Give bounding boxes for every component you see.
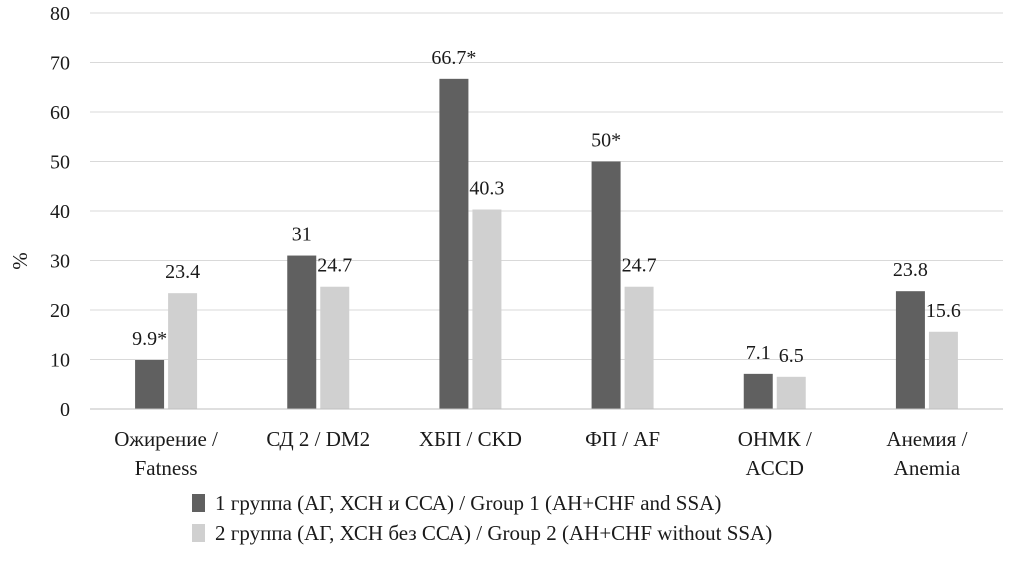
bar-series-2	[168, 293, 198, 409]
x-category-label: Анемия /	[886, 427, 967, 451]
x-category-label: ACCD	[746, 456, 804, 480]
x-category-label: ОНМК /	[738, 427, 812, 451]
x-category-label: ФП / AF	[585, 427, 660, 451]
y-axis-title: %	[8, 252, 32, 270]
bar-series-1	[743, 373, 773, 409]
x-category-label: Ожирение /	[114, 427, 218, 451]
y-tick-label: 70	[50, 53, 70, 75]
bar-series-1	[591, 161, 621, 409]
data-label: 50*	[591, 130, 621, 152]
axes: 0 10 20 30 40 50 60 70 80% Ожирение / Fatness СД 2 …	[8, 3, 1003, 480]
y-tick-label: 40	[50, 201, 70, 223]
data-label: 15.6	[926, 300, 961, 322]
y-tick-label: 20	[50, 300, 70, 322]
bars	[135, 78, 958, 410]
y-tick-label: 10	[50, 350, 70, 372]
bar-series-1	[135, 359, 165, 409]
y-tick-label: 50	[50, 152, 70, 174]
x-category-label: Anemia	[894, 456, 961, 480]
data-labels: 9.9* 31 66.7* 50* 7.1 23.8 23.4 24.7 40.3 24.7 6.5…	[132, 47, 961, 367]
bar-series-2	[472, 209, 502, 409]
legend: 1 группа (АГ, ХСН и ССА) / Group 1 (AH+C…	[192, 491, 772, 545]
bar-series-1	[895, 291, 925, 409]
data-label: 40.3	[469, 178, 504, 200]
data-label: 31	[292, 224, 312, 246]
legend-swatch-series-1	[192, 494, 205, 512]
data-label: 66.7*	[431, 47, 476, 69]
x-category-label: СД 2 / DM2	[266, 427, 370, 451]
x-category-label: ХБП / CKD	[419, 427, 522, 451]
data-label: 7.1	[746, 342, 771, 364]
legend-label: 1 группа (АГ, ХСН и ССА) / Group 1 (AH+C…	[215, 491, 721, 515]
data-label: 24.7	[622, 255, 657, 277]
bar-series-2	[624, 286, 654, 409]
y-tick-label: 0	[60, 399, 70, 421]
bar-series-2	[928, 331, 958, 409]
y-tick-label: 80	[50, 3, 70, 25]
data-label: 9.9*	[132, 328, 167, 350]
y-tick-label: 30	[50, 251, 70, 273]
data-label: 6.5	[779, 345, 804, 367]
bar-series-2	[320, 286, 350, 409]
bar-series-2	[776, 376, 806, 409]
bar-series-1	[439, 78, 469, 410]
data-label: 23.8	[893, 259, 928, 281]
legend-label: 2 группа (АГ, ХСН без ССА) / Group 2 (AH…	[215, 521, 772, 545]
gridlines	[90, 12, 1003, 410]
data-label: 23.4	[165, 261, 200, 283]
legend-swatch-series-2	[192, 524, 205, 542]
y-tick-label: 60	[50, 102, 70, 124]
x-category-label: Fatness	[135, 456, 198, 480]
bar-series-1	[287, 255, 317, 409]
data-label: 24.7	[317, 255, 352, 277]
